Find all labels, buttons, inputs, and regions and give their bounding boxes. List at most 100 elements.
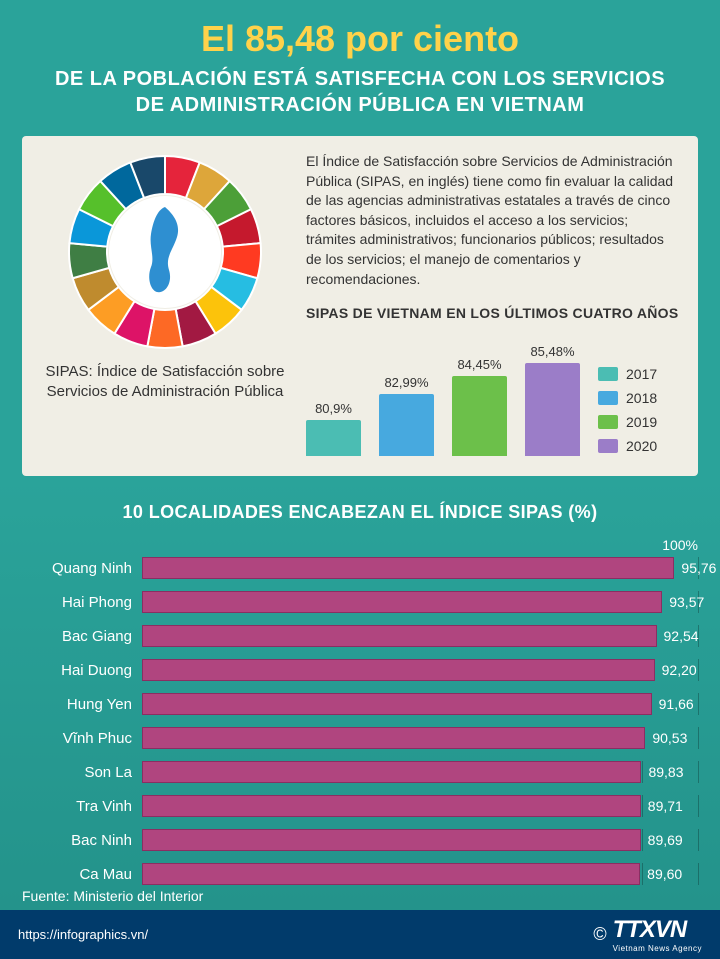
bar-track: 91,66: [142, 693, 698, 715]
localities-title: 10 LOCALIDADES ENCABEZAN EL ÍNDICE SIPAS…: [22, 502, 698, 523]
bar-track: 89,83: [142, 761, 698, 783]
bar-fill: 89,69: [142, 829, 641, 851]
bar-track: 92,20: [142, 659, 698, 681]
hbar-row: Vĩnh Phuc 90,53: [22, 727, 698, 749]
locality-name: Vĩnh Phuc: [22, 730, 142, 747]
bar-track: 89,69: [142, 829, 698, 851]
sipas-description: El Índice de Satisfacción sobre Servicio…: [306, 152, 680, 289]
bar-track: 89,71: [142, 795, 698, 817]
source-text: Fuente: Ministerio del Interior: [0, 888, 720, 910]
bar-value: 89,71: [640, 798, 683, 814]
bar-value: 92,20: [654, 662, 697, 678]
bar-track: 95,76: [142, 557, 698, 579]
bar-fill: 92,54: [142, 625, 657, 647]
bar-track: 93,57: [142, 591, 698, 613]
bar-value: 89,60: [639, 866, 682, 882]
hbar-row: Bac Giang 92,54: [22, 625, 698, 647]
legend-item-2019: 2019: [598, 414, 657, 430]
locality-name: Hung Yen: [22, 696, 142, 713]
bar-2020: 85,48%: [525, 344, 580, 457]
hbar-rows: Quang Ninh 95,76 Hai Phong 93,57 Bac Gia…: [22, 557, 698, 885]
legend-swatch: [598, 439, 618, 453]
locality-name: Son La: [22, 764, 142, 781]
locality-name: Hai Phong: [22, 594, 142, 611]
bar-value: 91,66: [651, 696, 694, 712]
panel-left: SIPAS: Índice de Satisfacción sobre Serv…: [40, 152, 290, 456]
legend-year: 2019: [626, 414, 657, 430]
bar-fill: 89,60: [142, 863, 640, 885]
localities-section: 10 LOCALIDADES ENCABEZAN EL ÍNDICE SIPAS…: [22, 502, 698, 885]
bar-track: 89,60: [142, 863, 698, 885]
bar-value-label: 85,48%: [530, 344, 574, 359]
legend-item-2020: 2020: [598, 438, 657, 454]
bar-value-label: 80,9%: [315, 401, 352, 416]
sdg-caption: SIPAS: Índice de Satisfacción sobre Serv…: [40, 362, 290, 401]
bar-fill: 91,66: [142, 693, 652, 715]
bar-fill: 92,20: [142, 659, 655, 681]
hbar-row: Hung Yen 91,66: [22, 693, 698, 715]
bar-track: 90,53: [142, 727, 698, 749]
headline-number: El 85,48 por ciento: [0, 0, 720, 60]
legend-item-2017: 2017: [598, 366, 657, 382]
legend: 2017 2018 2019 2020: [598, 366, 657, 456]
bar-rect: [306, 420, 361, 456]
locality-name: Hai Duong: [22, 662, 142, 679]
hbar-row: Hai Phong 93,57: [22, 591, 698, 613]
bar-value: 89,69: [640, 832, 683, 848]
hbar-row: Tra Vinh 89,71: [22, 795, 698, 817]
max-axis-label: 100%: [662, 537, 698, 553]
bar-fill: 89,71: [142, 795, 641, 817]
bar-value: 89,83: [640, 764, 683, 780]
bar-value: 92,54: [656, 628, 699, 644]
bar-track: 92,54: [142, 625, 698, 647]
bar-rect: [525, 363, 580, 457]
bar-rect: [452, 376, 507, 457]
locality-name: Ca Mau: [22, 866, 142, 883]
bar-fill: 89,83: [142, 761, 641, 783]
locality-name: Tra Vinh: [22, 798, 142, 815]
copyright-icon: ©: [593, 924, 606, 945]
hbar-row: Ca Mau 89,60: [22, 863, 698, 885]
legend-item-2018: 2018: [598, 390, 657, 406]
infographic-page: El 85,48 por ciento DE LA POBLACIÓN ESTÁ…: [0, 0, 720, 959]
info-panel: SIPAS: Índice de Satisfacción sobre Serv…: [22, 136, 698, 476]
locality-name: Bac Giang: [22, 628, 142, 645]
locality-name: Quang Ninh: [22, 560, 142, 577]
legend-year: 2018: [626, 390, 657, 406]
legend-swatch: [598, 415, 618, 429]
legend-year: 2017: [626, 366, 657, 382]
source-url: https://infographics.vn/: [18, 927, 148, 942]
horizontal-bar-chart: 100% Quang Ninh 95,76 Hai Phong 93,57 Ba…: [22, 537, 698, 885]
legend-year: 2020: [626, 438, 657, 454]
hbar-row: Quang Ninh 95,76: [22, 557, 698, 579]
logo-sub-text: Vietnam News Agency: [613, 944, 702, 953]
footer: Fuente: Ministerio del Interior https://…: [0, 888, 720, 959]
bar-fill: 95,76: [142, 557, 674, 579]
footer-bar: https://infographics.vn/ © TTXVN Vietnam…: [0, 910, 720, 959]
bar-value: 90,53: [644, 730, 687, 746]
bar-value-label: 84,45%: [457, 357, 501, 372]
headline-subtitle: DE LA POBLACIÓN ESTÁ SATISFECHA CON LOS …: [0, 60, 720, 136]
sdg-wheel-icon: [65, 152, 265, 352]
bar-rect: [379, 394, 434, 456]
agency-logo: © TTXVN Vietnam News Agency: [593, 916, 702, 953]
bar-2018: 82,99%: [379, 375, 434, 456]
bar-2019: 84,45%: [452, 357, 507, 457]
locality-name: Bac Ninh: [22, 832, 142, 849]
logo-main-text: TTXVN: [613, 916, 702, 944]
bar-value: 95,76: [673, 560, 716, 576]
legend-swatch: [598, 391, 618, 405]
bar-value: 93,57: [661, 594, 704, 610]
mini-chart: 80,9% 82,99% 84,45% 85,48% 2017 2018 2019 2020: [306, 331, 680, 456]
legend-swatch: [598, 367, 618, 381]
bar-2017: 80,9%: [306, 401, 361, 456]
hbar-row: Bac Ninh 89,69: [22, 829, 698, 851]
panel-right: El Índice de Satisfacción sobre Servicio…: [306, 152, 680, 456]
bar-fill: 90,53: [142, 727, 645, 749]
hbar-row: Hai Duong 92,20: [22, 659, 698, 681]
bar-area: 80,9% 82,99% 84,45% 85,48%: [306, 331, 580, 456]
bar-value-label: 82,99%: [384, 375, 428, 390]
hbar-row: Son La 89,83: [22, 761, 698, 783]
bar-fill: 93,57: [142, 591, 662, 613]
mini-chart-title: SIPAS DE VIETNAM EN LOS ÚLTIMOS CUATRO A…: [306, 305, 680, 321]
